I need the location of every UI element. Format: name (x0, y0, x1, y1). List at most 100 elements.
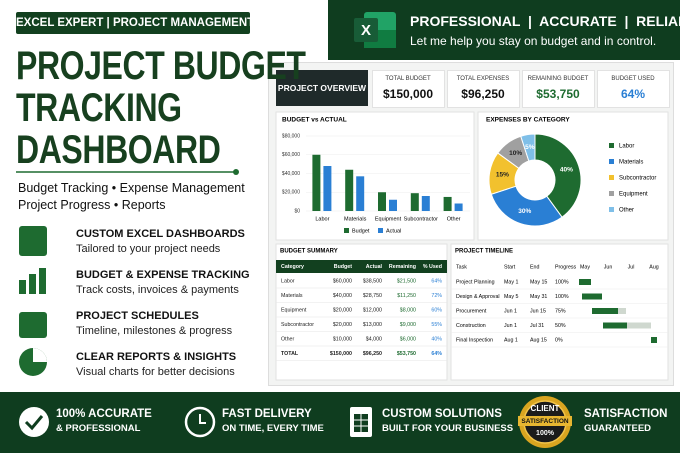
title-line: TRACKING (16, 86, 182, 130)
footer-title: FAST DELIVERY (222, 408, 312, 420)
cell: TOTAL (281, 351, 299, 357)
slice-label: 5% (525, 144, 535, 151)
tagline: PROFESSIONAL | ACCURATE | RELIABLE (410, 13, 680, 29)
legend-swatch (609, 159, 614, 164)
cell: 72% (431, 293, 442, 299)
y-tick-label: $40,000 (282, 171, 300, 177)
legend-label: Other (619, 208, 634, 214)
footer-title: CUSTOM SOLUTIONS (382, 408, 502, 420)
title-line: DASHBOARD (16, 128, 221, 172)
y-tick-label: $80,000 (282, 133, 300, 139)
kpi-box (522, 70, 595, 108)
legend-swatch (344, 228, 349, 233)
cell: Equipment (281, 307, 307, 313)
bar (443, 196, 452, 211)
icon (19, 226, 47, 256)
legend-swatch (609, 143, 614, 148)
x-tick-label: Materials (344, 216, 367, 222)
cell: $28,750 (363, 293, 382, 299)
cell: Subcontractor (281, 322, 314, 328)
table-title: PROJECT TIMELINE (455, 249, 513, 255)
footer-sub: BUILT FOR YOUR BUSINESS (382, 423, 514, 434)
services: Project Progress • Reports (18, 198, 166, 212)
overview-label: PROJECT OVERVIEW (276, 70, 368, 106)
kpi-box (447, 70, 520, 108)
cell: 40% (431, 336, 442, 342)
cell: Construction (456, 323, 486, 329)
title-line: PROJECT BUDGET (16, 44, 306, 88)
kpi-box (372, 70, 445, 108)
column-header: Remaining (389, 264, 416, 270)
chart-title: BUDGET vs ACTUAL (282, 117, 347, 124)
feature-desc: Visual charts for better decisions (76, 366, 235, 378)
pie-slice (534, 133, 582, 218)
cell: Final Inspection (456, 337, 493, 343)
slice-label: 30% (518, 208, 531, 215)
bar (389, 199, 397, 211)
kpi-value: $96,250 (461, 87, 505, 101)
slice-label: 10% (509, 150, 522, 157)
bar (378, 192, 386, 211)
cell: $38,500 (363, 278, 382, 284)
badge: EXCEL EXPERT | PROJECT MANAGEMENT (16, 12, 254, 34)
legend-label: Materials (619, 160, 643, 166)
chart-title: EXPENSES BY CATEGORY (486, 117, 570, 124)
cell: Jun 1 (504, 323, 517, 329)
seal-top: CLIENT (531, 404, 560, 413)
bar (345, 169, 354, 211)
gantt-bar (582, 293, 602, 300)
cell: 100% (555, 294, 569, 300)
icon (33, 348, 47, 362)
cell: $96,250 (363, 351, 382, 357)
footer-title: SATISFACTION (584, 408, 668, 420)
cell: $53,750 (397, 351, 416, 357)
cell: 50% (555, 323, 566, 329)
legend-label: Labor (619, 144, 634, 150)
cell: Aug 1 (504, 337, 518, 343)
gantt-bar (592, 308, 618, 314)
cell: Labor (281, 278, 295, 284)
feature-title: PROJECT SCHEDULES (76, 310, 199, 322)
panel (450, 243, 669, 381)
cell: $6,000 (400, 336, 416, 342)
seal-bottom: 100% (536, 430, 555, 437)
footer-sub: ON TIME, EVERY TIME (222, 423, 324, 434)
slice-label: 40% (560, 167, 573, 174)
gantt-bar (579, 279, 591, 285)
bar (312, 154, 321, 211)
services: Budget Tracking • Expense Management (18, 181, 245, 195)
footer-sub: GUARANTEED (584, 423, 652, 434)
feature-desc: Track costs, invoices & payments (76, 284, 239, 296)
column-header: Start (504, 264, 516, 270)
kpi-label: TOTAL EXPENSES (456, 76, 510, 82)
gantt-bar (651, 337, 657, 343)
pie-slice (520, 133, 536, 162)
feature-desc: Timeline, milestones & progress (76, 325, 233, 337)
seal-middle: SATISFACTION (521, 418, 568, 425)
cell: $20,000 (333, 307, 352, 313)
cell: $12,000 (363, 307, 382, 313)
kpi-label: TOTAL BUDGET (385, 76, 431, 82)
svg-text:X: X (361, 22, 371, 39)
cell: May 1 (504, 279, 518, 285)
bar (356, 176, 365, 211)
month: May (580, 264, 590, 270)
legend-label: Equipment (619, 192, 648, 198)
y-tick-label: $60,000 (282, 152, 300, 158)
cell: May 15 (530, 279, 547, 285)
y-tick-label: $0 (294, 208, 300, 214)
pie-slice (490, 185, 563, 227)
legend-swatch (609, 191, 614, 196)
cell: $10,000 (333, 336, 352, 342)
footer-icons: CLIENT SATISFACTION 100% (19, 396, 572, 448)
feature-title: BUDGET & EXPENSE TRACKING (76, 269, 250, 281)
cell: $60,000 (333, 278, 352, 284)
feature-icons (19, 226, 47, 376)
cell: $4,000 (366, 336, 382, 342)
cell: May 31 (530, 294, 547, 300)
cell: Materials (281, 293, 303, 299)
column-header: Task (456, 264, 467, 270)
icon (19, 312, 47, 338)
column-header: Actual (366, 264, 383, 270)
table-header (276, 260, 447, 273)
